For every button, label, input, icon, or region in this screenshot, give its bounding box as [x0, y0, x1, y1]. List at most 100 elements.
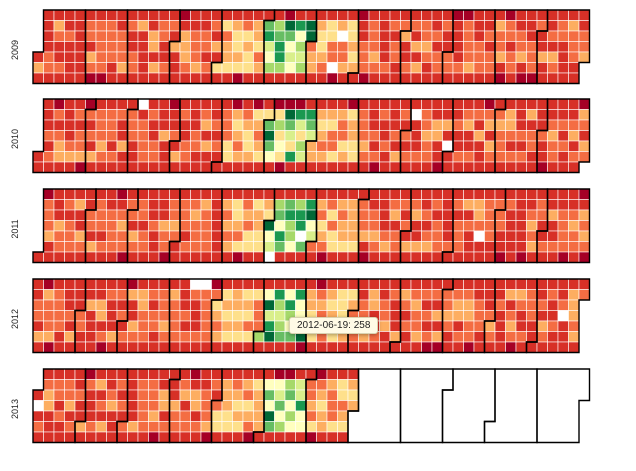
day-cell[interactable]	[253, 41, 265, 53]
day-cell[interactable]	[442, 9, 454, 21]
day-cell[interactable]	[389, 9, 401, 21]
day-cell[interactable]	[473, 188, 485, 200]
day-cell[interactable]	[536, 379, 548, 391]
day-cell[interactable]	[578, 119, 590, 131]
day-cell[interactable]	[547, 199, 559, 211]
day-cell[interactable]	[547, 9, 559, 21]
day-cell[interactable]	[295, 20, 307, 32]
day-cell[interactable]	[379, 421, 391, 433]
day-cell[interactable]	[452, 431, 464, 443]
day-cell[interactable]	[274, 341, 286, 353]
day-cell[interactable]	[526, 98, 538, 110]
day-cell[interactable]	[442, 209, 454, 221]
day-cell[interactable]	[116, 20, 128, 32]
day-cell[interactable]	[116, 331, 128, 343]
day-cell[interactable]	[221, 320, 233, 332]
day-cell[interactable]	[473, 119, 485, 131]
day-cell[interactable]	[221, 151, 233, 163]
day-cell[interactable]	[358, 220, 370, 232]
day-cell[interactable]	[536, 310, 548, 322]
day-cell[interactable]	[526, 310, 538, 322]
day-cell[interactable]	[463, 188, 475, 200]
day-cell[interactable]	[221, 109, 233, 121]
day-cell[interactable]	[200, 421, 212, 433]
day-cell[interactable]	[64, 379, 76, 391]
day-cell[interactable]	[536, 9, 548, 21]
day-cell[interactable]	[137, 400, 149, 412]
day-cell[interactable]	[263, 289, 275, 301]
day-cell[interactable]	[463, 331, 475, 343]
day-cell[interactable]	[326, 199, 338, 211]
day-cell[interactable]	[43, 379, 55, 391]
day-cell[interactable]	[431, 230, 443, 242]
day-cell[interactable]	[400, 41, 412, 53]
day-cell[interactable]	[431, 109, 443, 121]
day-cell[interactable]	[515, 331, 527, 343]
day-cell[interactable]	[400, 72, 412, 84]
day-cell[interactable]	[137, 431, 149, 443]
day-cell[interactable]	[305, 368, 317, 380]
day-cell[interactable]	[74, 199, 86, 211]
day-cell[interactable]	[421, 241, 433, 253]
day-cell[interactable]	[568, 299, 580, 311]
day-cell[interactable]	[242, 241, 254, 253]
day-cell[interactable]	[547, 310, 559, 322]
day-cell[interactable]	[211, 251, 223, 263]
day-cell[interactable]	[211, 299, 223, 311]
day-cell[interactable]	[200, 62, 212, 74]
day-cell[interactable]	[421, 72, 433, 84]
day-cell[interactable]	[400, 109, 412, 121]
day-cell[interactable]	[95, 331, 107, 343]
day-cell[interactable]	[337, 30, 349, 42]
day-cell[interactable]	[95, 151, 107, 163]
day-cell[interactable]	[526, 119, 538, 131]
day-cell[interactable]	[578, 199, 590, 211]
day-cell[interactable]	[431, 389, 443, 401]
day-cell[interactable]	[179, 289, 191, 301]
day-cell[interactable]	[337, 278, 349, 290]
day-cell[interactable]	[148, 251, 160, 263]
day-cell[interactable]	[116, 62, 128, 74]
day-cell[interactable]	[463, 278, 475, 290]
day-cell[interactable]	[347, 278, 359, 290]
day-cell[interactable]	[274, 98, 286, 110]
day-cell[interactable]	[400, 341, 412, 353]
day-cell[interactable]	[484, 251, 496, 263]
day-cell[interactable]	[74, 51, 86, 63]
day-cell[interactable]	[106, 41, 118, 53]
day-cell[interactable]	[116, 320, 128, 332]
day-cell[interactable]	[463, 199, 475, 211]
day-cell[interactable]	[337, 389, 349, 401]
day-cell[interactable]	[358, 161, 370, 173]
day-cell[interactable]	[368, 199, 380, 211]
day-cell[interactable]	[148, 209, 160, 221]
day-cell[interactable]	[274, 199, 286, 211]
day-cell[interactable]	[127, 188, 139, 200]
day-cell[interactable]	[452, 72, 464, 84]
day-cell[interactable]	[85, 109, 97, 121]
day-cell[interactable]	[64, 130, 76, 142]
day-cell[interactable]	[347, 119, 359, 131]
day-cell[interactable]	[274, 161, 286, 173]
day-cell[interactable]	[253, 251, 265, 263]
day-cell[interactable]	[263, 41, 275, 53]
day-cell[interactable]	[85, 209, 97, 221]
day-cell[interactable]	[190, 331, 202, 343]
day-cell[interactable]	[85, 320, 97, 332]
day-cell[interactable]	[263, 400, 275, 412]
day-cell[interactable]	[43, 30, 55, 42]
day-cell[interactable]	[326, 220, 338, 232]
day-cell[interactable]	[74, 410, 86, 422]
day-cell[interactable]	[358, 431, 370, 443]
day-cell[interactable]	[547, 331, 559, 343]
day-cell[interactable]	[536, 230, 548, 242]
day-cell[interactable]	[221, 209, 233, 221]
day-cell[interactable]	[106, 431, 118, 443]
day-cell[interactable]	[347, 98, 359, 110]
day-cell[interactable]	[116, 310, 128, 322]
day-cell[interactable]	[85, 62, 97, 74]
day-cell[interactable]	[358, 209, 370, 221]
day-cell[interactable]	[263, 130, 275, 142]
day-cell[interactable]	[578, 278, 590, 290]
day-cell[interactable]	[431, 341, 443, 353]
